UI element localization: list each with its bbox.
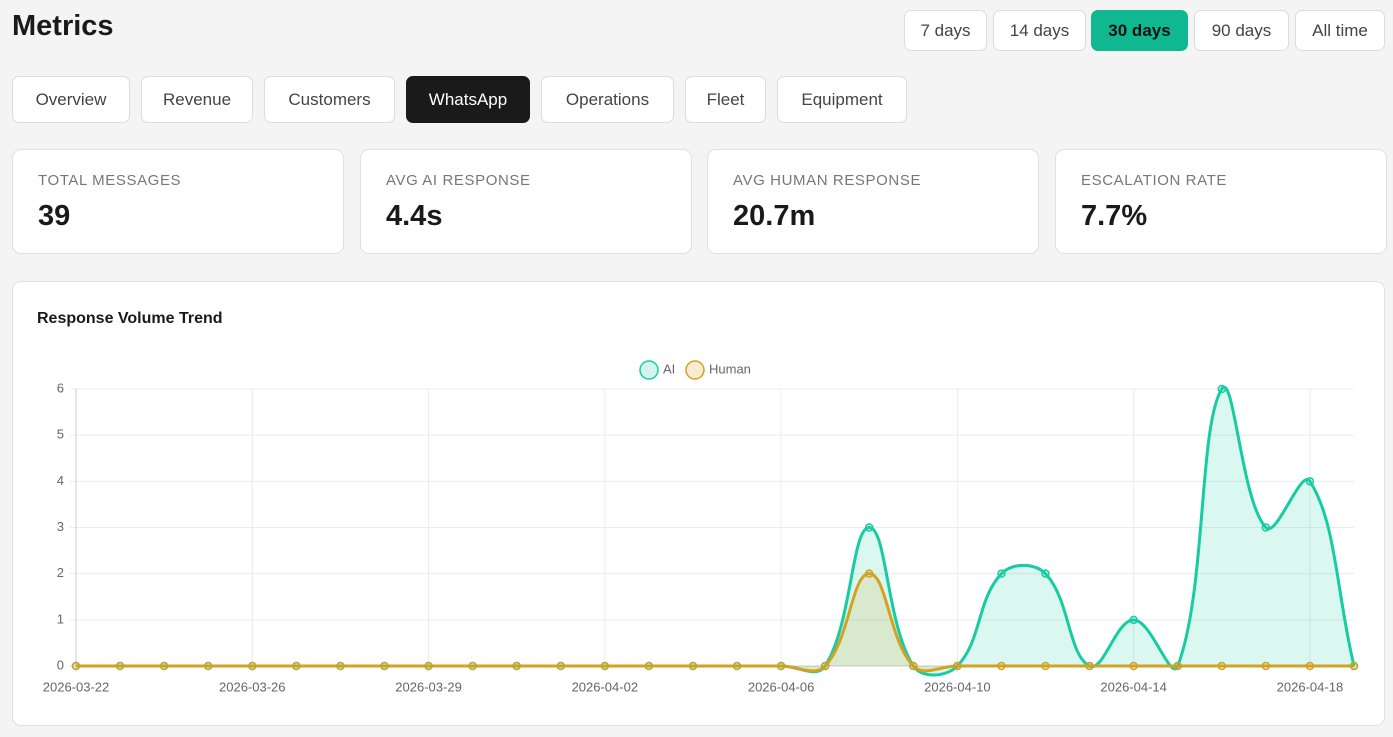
chart-title: Response Volume Trend [37,310,223,327]
data-point [159,661,169,671]
tab[interactable]: Revenue [141,76,253,123]
data-point [688,661,698,671]
data-point [512,661,521,671]
data-point [71,661,81,671]
data-point [1041,661,1050,671]
data-point [468,661,477,671]
data-point [115,661,125,671]
kpi-label: ESCALATION RATE [1081,172,1227,189]
data-point [1129,661,1138,671]
range-button[interactable]: 14 days [993,10,1086,51]
data-point [203,661,213,671]
y-tick-label: 2 [57,565,64,580]
y-tick-label: 3 [57,519,64,534]
y-tick-label: 6 [57,380,64,395]
series-line [75,385,1356,677]
data-point [292,661,301,671]
x-tick-label: 2026-03-22 [43,679,110,694]
tab[interactable]: Equipment [777,76,907,123]
x-tick-label: 2026-04-10 [924,679,991,694]
kpi-label: AVG HUMAN RESPONSE [733,172,922,189]
kpi-value: 4.4s [386,200,443,232]
tab[interactable]: Fleet [685,76,766,123]
data-point [820,661,830,671]
y-tick-label: 4 [57,473,64,488]
range-button[interactable]: 7 days [904,10,987,51]
data-point [556,661,566,671]
chart-card [12,281,1385,726]
series-area [76,387,1354,676]
kpi-card: ESCALATION RATE 7.7% [1055,149,1387,254]
data-point [1129,615,1138,625]
tab[interactable]: Overview [12,76,130,123]
range-button[interactable]: All time [1295,10,1385,51]
range-button[interactable]: 30 days [1091,10,1188,51]
data-point [248,661,257,671]
tab[interactable]: Customers [264,76,395,123]
tab[interactable]: Operations [541,76,674,123]
x-tick-label: 2026-04-06 [748,679,815,694]
legend-swatch [685,360,705,380]
data-point [1349,661,1359,671]
x-tick-label: 2026-04-14 [1100,679,1167,694]
data-point [1261,523,1271,532]
legend-swatch [639,360,659,380]
legend-label: Human [709,361,751,376]
data-point [864,569,874,578]
kpi-card: TOTAL MESSAGES 39 [12,149,344,254]
data-point [1305,477,1315,486]
data-point [909,661,918,671]
data-point [953,661,962,671]
data-point [1217,661,1227,671]
page-title: Metrics [12,10,114,42]
kpi-value: 20.7m [733,200,816,232]
data-point [1305,661,1315,671]
range-button[interactable]: 90 days [1194,10,1289,51]
data-point [1085,661,1094,671]
legend-label: AI [663,361,675,376]
y-tick-label: 1 [57,611,64,626]
x-tick-label: 2026-03-29 [395,679,462,694]
data-point [997,569,1006,578]
x-tick-label: 2026-04-18 [1277,679,1344,694]
data-point [644,661,654,671]
y-tick-label: 5 [57,427,64,442]
kpi-value: 7.7% [1081,200,1148,232]
data-point [776,661,786,671]
series-line [75,572,1354,673]
kpi-card: AVG HUMAN RESPONSE 20.7m [707,149,1039,254]
data-point [424,661,433,671]
data-point [1261,661,1271,671]
data-point [732,661,742,671]
data-point [864,523,874,532]
data-point [600,661,610,671]
kpi-value: 39 [38,200,71,232]
data-point [380,661,389,671]
data-point [1217,384,1227,394]
data-point [1041,569,1050,578]
x-tick-label: 2026-03-26 [219,679,286,694]
kpi-label: AVG AI RESPONSE [386,172,531,189]
kpi-label: TOTAL MESSAGES [38,172,182,189]
data-point [1173,661,1182,671]
data-point [336,661,345,671]
x-tick-label: 2026-04-02 [572,679,639,694]
y-tick-label: 0 [57,657,64,672]
data-point [997,661,1006,671]
kpi-card: AVG AI RESPONSE 4.4s [360,149,692,254]
tab[interactable]: WhatsApp [406,76,530,123]
